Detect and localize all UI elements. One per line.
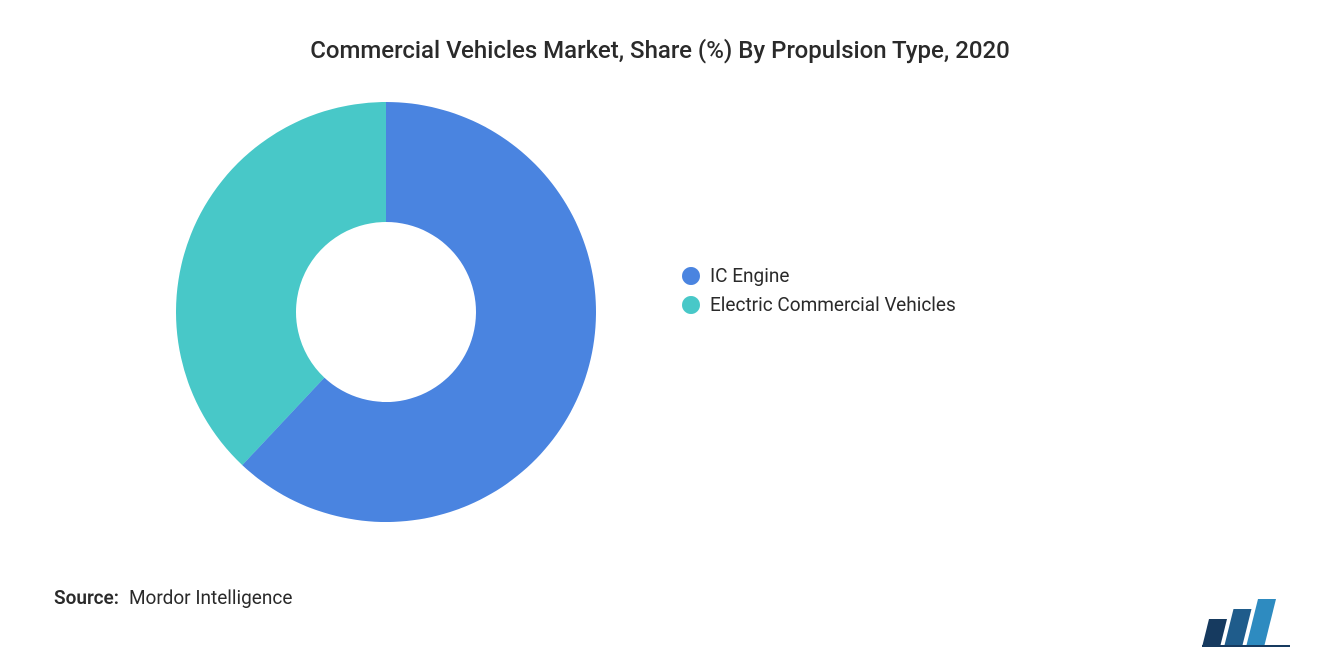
legend: IC Engine Electric Commercial Vehicles [682, 264, 956, 316]
legend-item: IC Engine [682, 264, 956, 287]
donut-svg [176, 102, 596, 522]
source-label: Source: [54, 586, 119, 609]
source-attribution: Source: Mordor Intelligence [54, 586, 292, 609]
legend-item: Electric Commercial Vehicles [682, 293, 956, 316]
legend-label: Electric Commercial Vehicles [710, 293, 956, 316]
source-value: Mordor Intelligence [129, 586, 292, 609]
brand-logo-icon [1202, 599, 1290, 647]
legend-swatch-icon [682, 296, 700, 314]
chart-title: Commercial Vehicles Market, Share (%) By… [0, 0, 1320, 64]
legend-label: IC Engine [710, 264, 789, 287]
legend-swatch-icon [682, 267, 700, 285]
donut-chart [176, 102, 596, 522]
